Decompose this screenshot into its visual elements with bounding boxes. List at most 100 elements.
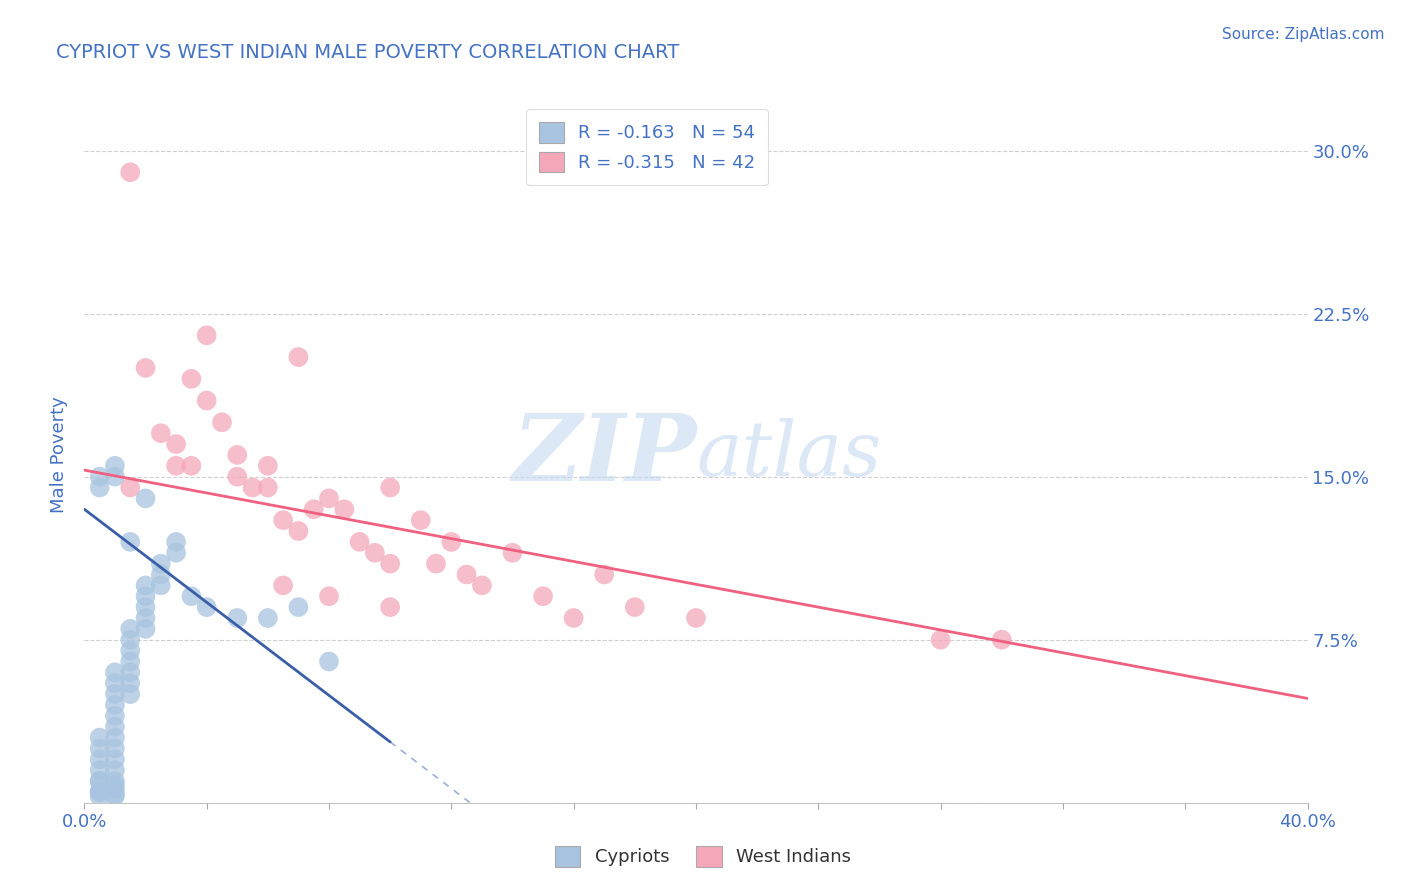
Point xyxy=(104,778,127,792)
Point xyxy=(991,632,1014,647)
Point xyxy=(89,741,111,756)
Point xyxy=(242,481,264,495)
Point xyxy=(380,557,402,571)
Point xyxy=(165,458,187,473)
Point xyxy=(104,782,127,797)
Point xyxy=(318,589,340,603)
Point xyxy=(502,546,524,560)
Point xyxy=(104,741,127,756)
Point xyxy=(104,676,127,690)
Point xyxy=(165,437,187,451)
Point xyxy=(685,611,707,625)
Point xyxy=(104,787,127,801)
Point xyxy=(120,535,142,549)
Legend: Cypriots, West Indians: Cypriots, West Indians xyxy=(548,838,858,874)
Point xyxy=(104,687,127,701)
Point xyxy=(89,469,111,483)
Point xyxy=(135,622,157,636)
Point xyxy=(593,567,616,582)
Point xyxy=(257,611,280,625)
Point xyxy=(318,655,340,669)
Point xyxy=(180,458,202,473)
Point xyxy=(409,513,432,527)
Point xyxy=(226,611,249,625)
Point xyxy=(149,567,172,582)
Point xyxy=(257,481,280,495)
Point xyxy=(104,789,127,804)
Text: CYPRIOT VS WEST INDIAN MALE POVERTY CORRELATION CHART: CYPRIOT VS WEST INDIAN MALE POVERTY CORR… xyxy=(56,44,679,62)
Point xyxy=(89,731,111,745)
Point xyxy=(149,578,172,592)
Point xyxy=(89,785,111,799)
Point xyxy=(195,393,218,408)
Point xyxy=(257,458,280,473)
Point xyxy=(165,535,187,549)
Legend: R = -0.163   N = 54, R = -0.315   N = 42: R = -0.163 N = 54, R = -0.315 N = 42 xyxy=(526,109,768,186)
Point xyxy=(380,600,402,615)
Point xyxy=(165,546,187,560)
Point xyxy=(180,589,202,603)
Point xyxy=(380,481,402,495)
Point xyxy=(104,708,127,723)
Y-axis label: Male Poverty: Male Poverty xyxy=(51,397,69,513)
Point xyxy=(135,360,157,375)
Point xyxy=(149,557,172,571)
Point xyxy=(562,611,585,625)
Point xyxy=(104,752,127,766)
Point xyxy=(104,774,127,789)
Point xyxy=(120,676,142,690)
Point xyxy=(120,622,142,636)
Point xyxy=(456,567,478,582)
Point xyxy=(104,469,127,483)
Point xyxy=(120,165,142,179)
Point xyxy=(89,774,111,789)
Point xyxy=(120,632,142,647)
Point xyxy=(89,763,111,777)
Point xyxy=(120,665,142,680)
Point xyxy=(180,372,202,386)
Point xyxy=(333,502,356,516)
Point xyxy=(318,491,340,506)
Point xyxy=(149,426,172,441)
Point xyxy=(425,557,447,571)
Point xyxy=(89,752,111,766)
Point xyxy=(349,535,371,549)
Point xyxy=(135,600,157,615)
Point xyxy=(89,785,111,799)
Point xyxy=(104,763,127,777)
Point xyxy=(120,655,142,669)
Point xyxy=(287,350,309,364)
Point xyxy=(120,643,142,657)
Point xyxy=(89,481,111,495)
Point xyxy=(531,589,554,603)
Point xyxy=(89,774,111,789)
Point xyxy=(364,546,387,560)
Point xyxy=(89,785,111,799)
Point xyxy=(440,535,463,549)
Point xyxy=(120,687,142,701)
Point xyxy=(226,469,249,483)
Point xyxy=(929,632,952,647)
Point xyxy=(195,600,218,615)
Point xyxy=(104,665,127,680)
Point xyxy=(104,731,127,745)
Point xyxy=(89,789,111,804)
Point xyxy=(135,589,157,603)
Point xyxy=(271,513,294,527)
Point xyxy=(226,448,249,462)
Point xyxy=(135,491,157,506)
Point xyxy=(471,578,494,592)
Point xyxy=(271,578,294,592)
Point xyxy=(287,524,309,538)
Point xyxy=(135,611,157,625)
Point xyxy=(120,481,142,495)
Point xyxy=(104,698,127,712)
Point xyxy=(302,502,325,516)
Point xyxy=(104,720,127,734)
Point xyxy=(211,415,233,429)
Point xyxy=(104,458,127,473)
Text: Source: ZipAtlas.com: Source: ZipAtlas.com xyxy=(1222,27,1385,42)
Text: atlas: atlas xyxy=(696,418,882,491)
Point xyxy=(195,328,218,343)
Point xyxy=(624,600,647,615)
